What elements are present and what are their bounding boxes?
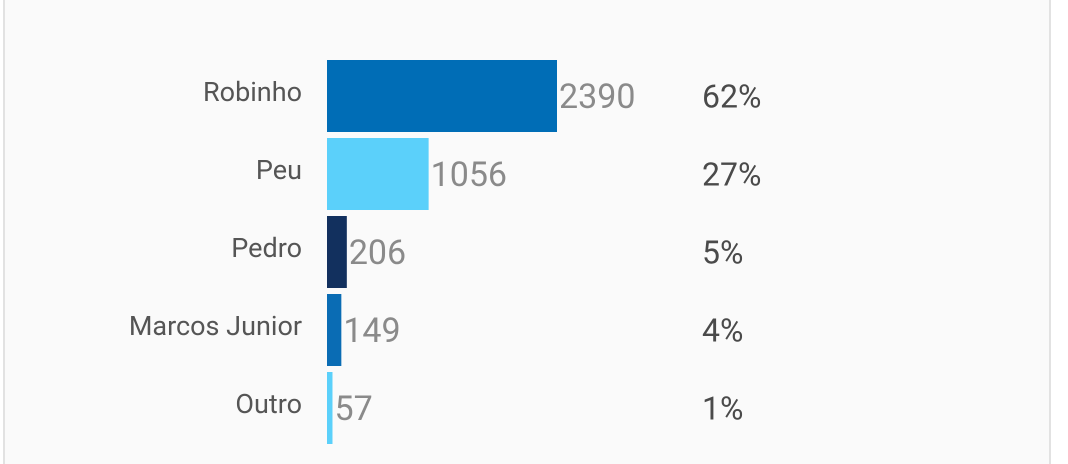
percent-label: 4% (702, 311, 743, 349)
category-label: Outro (235, 388, 302, 420)
value-label: 206 (349, 233, 406, 273)
bar (327, 60, 557, 132)
value-label: 1056 (431, 155, 507, 195)
category-label: Robinho (203, 76, 302, 108)
percent-label: 27% (702, 155, 761, 193)
value-label: 57 (334, 389, 372, 429)
percent-label: 1% (702, 389, 743, 427)
percent-label: 62% (702, 77, 761, 115)
bar (327, 216, 347, 288)
value-label: 149 (343, 311, 400, 351)
percent-label: 5% (702, 233, 743, 271)
category-label: Peu (256, 154, 302, 186)
bar (327, 138, 429, 210)
category-label: Pedro (231, 232, 302, 264)
value-label: 2390 (559, 77, 635, 117)
category-label: Marcos Junior (129, 310, 302, 342)
bar (327, 294, 342, 366)
bar (327, 372, 333, 444)
